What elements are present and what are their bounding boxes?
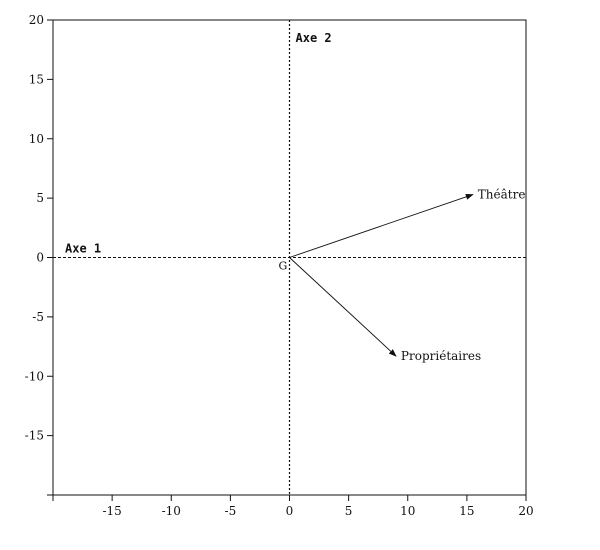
y-tick-label: 20 [29, 13, 44, 27]
x-tick-label: 20 [518, 504, 533, 518]
axis-2-label: Axe 2 [296, 31, 332, 45]
y-tick-label: -15 [25, 429, 44, 443]
ticks-layer: -15 -10 -5 0 5 10 15 20 20 15 10 5 0 -5 -10 -15 [25, 13, 534, 518]
x-tick-label: 15 [459, 504, 474, 518]
vector-label: Propriétaires [401, 349, 481, 363]
vector-arrow [289, 193, 474, 258]
vectors-layer: Théâtre Propriétaires [289, 188, 526, 363]
axis-1-label: Axe 1 [65, 242, 101, 256]
x-tick-label: 5 [345, 504, 353, 518]
vector-label: Théâtre [478, 188, 526, 202]
vector-arrow [289, 257, 397, 357]
x-tick-label: 10 [400, 504, 415, 518]
x-tick-label: 0 [286, 504, 294, 518]
y-tick-label: 15 [29, 72, 44, 86]
y-tick-label: -5 [32, 310, 44, 324]
y-tick-label: 0 [36, 251, 44, 265]
y-tick-label: 5 [36, 191, 44, 205]
x-tick-label: -15 [102, 504, 121, 518]
origin-label: G [279, 260, 288, 273]
y-tick-label: -10 [25, 369, 44, 383]
y-tick-label: 10 [29, 132, 44, 146]
x-tick-label: -10 [162, 504, 181, 518]
x-tick-label: -5 [225, 504, 237, 518]
